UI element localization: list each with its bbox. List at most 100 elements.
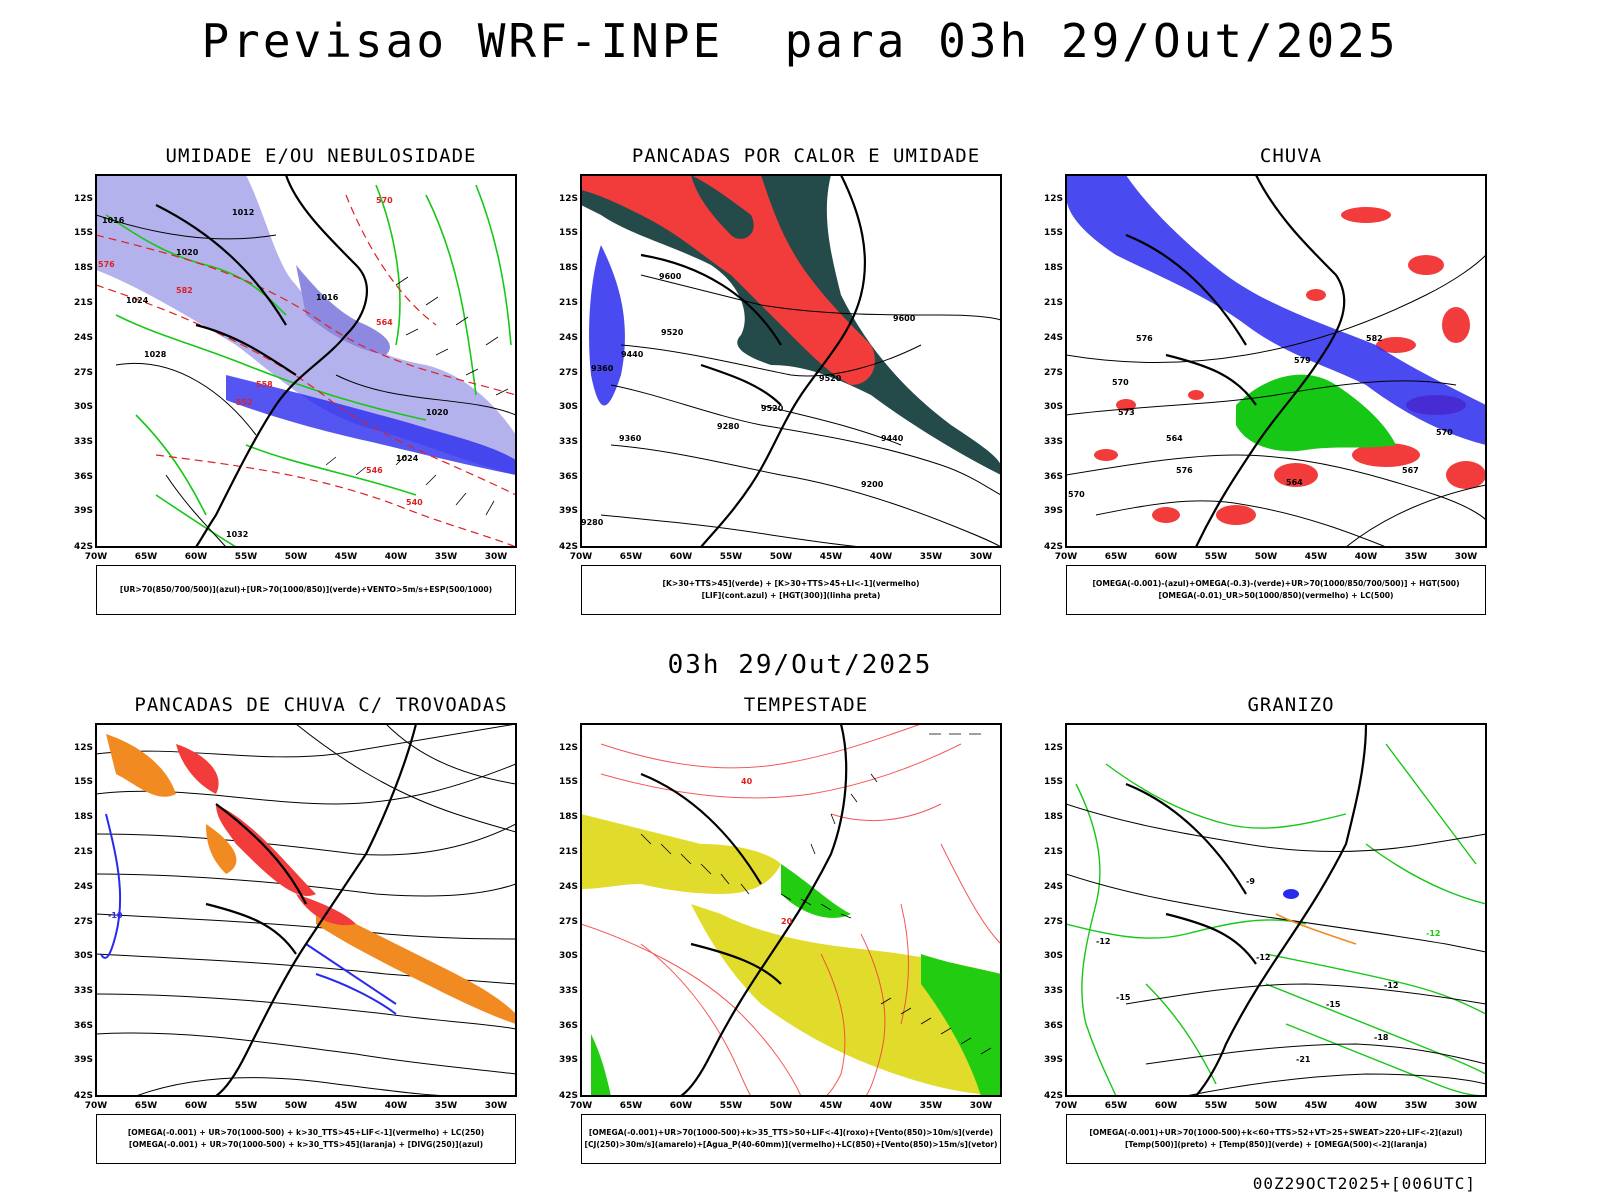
svg-text:42S: 42S [1044, 1091, 1063, 1101]
svg-text:33S: 33S [559, 437, 578, 447]
svg-text:576: 576 [98, 260, 115, 269]
svg-text:42S: 42S [74, 542, 93, 552]
lon-axis: 70W 65W 60W 55W 50W 45W 40W 35W 30W [1055, 552, 1478, 562]
lon-axis: 70W 65W 60W 55W 50W 45W 40W 35W 30W [1055, 1101, 1478, 1111]
svg-text:55W: 55W [235, 1101, 258, 1111]
svg-text:15S: 15S [559, 228, 578, 238]
map-frame [1065, 723, 1487, 1097]
lon-axis: 70W 65W 60W 55W 50W 45W 40W 35W 30W [570, 552, 993, 562]
legend-line: [Temp(500)](preto) + [Temp(850)](verde) … [1124, 1140, 1428, 1149]
map-frame [95, 723, 517, 1097]
panel-chuva: CHUVA [1044, 145, 1526, 645]
svg-text:1020: 1020 [426, 408, 449, 417]
wind-green-area [781, 864, 851, 918]
svg-text:45W: 45W [820, 1101, 843, 1111]
svg-text:12S: 12S [559, 743, 578, 753]
svg-text:1016: 1016 [102, 216, 125, 225]
svg-text:552: 552 [236, 398, 253, 407]
svg-text:18S: 18S [74, 812, 93, 822]
contour-value-labels: 40 20 [741, 777, 793, 926]
svg-text:50W: 50W [285, 552, 308, 562]
svg-text:30S: 30S [559, 951, 578, 961]
legend-line: [UR>70(850/700/500)](azul)+[UR>70(1000/8… [119, 585, 493, 594]
svg-text:33S: 33S [559, 986, 578, 996]
svg-text:30W: 30W [970, 552, 993, 562]
lat-axis: 12S 15S 18S 21S 24S 27S 30S 33S 36S 39S … [1044, 194, 1063, 552]
svg-text:21S: 21S [1044, 298, 1063, 308]
subtitle-date: 03h 29/Out/2025 [667, 650, 933, 680]
panel-title: GRANIZO [1247, 694, 1335, 716]
svg-text:18S: 18S [74, 263, 93, 273]
svg-text:40: 40 [741, 777, 753, 786]
svg-text:35W: 35W [920, 552, 943, 562]
coastline [640, 175, 867, 547]
map-frame [580, 174, 1002, 548]
svg-text:576: 576 [1176, 466, 1193, 475]
coastline [1125, 175, 1346, 547]
coastline [640, 724, 848, 1096]
svg-text:21S: 21S [74, 847, 93, 857]
legend-line: [CJ(250)>30m/s](amarelo)+[Agua_P(40-60mm… [584, 1140, 998, 1149]
svg-text:-9: -9 [1246, 877, 1255, 886]
svg-text:579: 579 [1294, 356, 1311, 365]
svg-text:570: 570 [1068, 490, 1085, 499]
svg-text:9200: 9200 [861, 480, 884, 489]
svg-text:24S: 24S [559, 333, 578, 343]
panel-pancadas-calor: PANCADAS POR CALOR E UMIDADE 9600 [559, 145, 1041, 645]
svg-text:30S: 30S [1044, 951, 1063, 961]
legend-line: [OMEGA(-0.001)-(azul)+OMEGA(-0.3)-(verde… [1092, 579, 1460, 588]
svg-text:60W: 60W [1155, 552, 1178, 562]
omega-orange-contours [1275, 913, 1357, 945]
svg-text:570: 570 [1112, 378, 1129, 387]
svg-text:40W: 40W [385, 552, 408, 562]
legend-box: [OMEGA(-0.001)+UR>70(1000-500)+k<60+TTS>… [1066, 1114, 1486, 1164]
svg-text:24S: 24S [1044, 333, 1063, 343]
svg-text:15S: 15S [74, 777, 93, 787]
lat-axis: 12S 15S 18S 21S 24S 27S 30S 33S 36S 39S … [559, 743, 578, 1101]
wind-arrows [325, 276, 509, 516]
legend-line: [OMEGA(-0.01)_UR>50(1000/850)(vermelho) … [1158, 591, 1394, 600]
map-frame [580, 723, 1002, 1097]
svg-text:40W: 40W [870, 552, 893, 562]
temp850-contours [1066, 743, 1486, 1096]
contour-value-labels: 1016 1012 1020 1024 1028 1032 1016 1020 … [98, 196, 449, 539]
svg-text:33S: 33S [74, 986, 93, 996]
svg-text:30W: 30W [1455, 1101, 1478, 1111]
svg-text:36S: 36S [74, 472, 93, 482]
svg-text:30W: 30W [485, 1101, 508, 1111]
svg-text:1012: 1012 [232, 208, 254, 217]
svg-text:570: 570 [1436, 428, 1453, 437]
lon-axis: 70W 65W 60W 55W 50W 45W 40W 35W 30W [85, 1101, 508, 1111]
svg-text:9440: 9440 [621, 350, 644, 359]
svg-text:40W: 40W [385, 1101, 408, 1111]
svg-text:-12: -12 [1256, 953, 1270, 962]
svg-text:55W: 55W [1205, 552, 1228, 562]
svg-text:50W: 50W [285, 1101, 308, 1111]
svg-text:39S: 39S [74, 1055, 93, 1065]
main-title: Previsao WRF-INPE para 03h 29/Out/2025 [201, 14, 1399, 68]
map-granizo: -9 -12 -12 -15 -12 -15 -18 -21 -12 12S 1… [1044, 723, 1487, 1111]
svg-text:70W: 70W [570, 1101, 593, 1111]
panel-tempestade: TEMPESTADE [559, 694, 1041, 1194]
svg-text:33S: 33S [74, 437, 93, 447]
humidity-area-mid [296, 265, 390, 355]
hgt500-contours [1066, 254, 1486, 547]
footer-run-id: 00Z29OCT2025+[006UTC] [1252, 1174, 1476, 1193]
svg-text:65W: 65W [620, 552, 643, 562]
svg-text:9280: 9280 [717, 422, 740, 431]
svg-text:65W: 65W [1105, 552, 1128, 562]
panel-title: UMIDADE E/OU NEBULOSIDADE [165, 145, 477, 167]
svg-text:24S: 24S [559, 882, 578, 892]
legend-line: [OMEGA(-0.001)+UR>70(1000-500)+k<60+TTS>… [1089, 1128, 1463, 1137]
svg-text:60W: 60W [670, 1101, 693, 1111]
svg-text:55W: 55W [235, 552, 258, 562]
svg-text:40W: 40W [1355, 1101, 1378, 1111]
hgt300-contours [600, 274, 1001, 547]
svg-text:558: 558 [256, 380, 273, 389]
svg-text:18S: 18S [1044, 263, 1063, 273]
svg-text:70W: 70W [570, 552, 593, 562]
svg-text:27S: 27S [559, 368, 578, 378]
svg-text:9440: 9440 [881, 434, 904, 443]
panel-title: TEMPESTADE [743, 694, 869, 716]
svg-text:21S: 21S [1044, 847, 1063, 857]
